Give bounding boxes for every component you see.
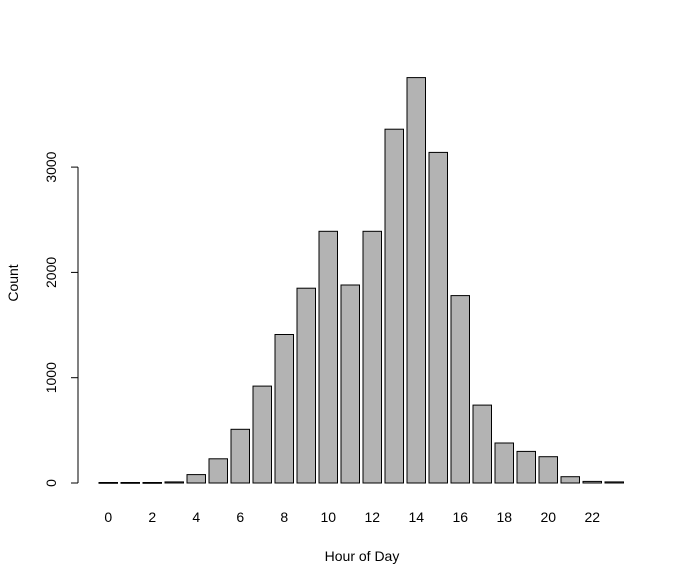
x-tick-label-8: 8 (280, 509, 288, 525)
x-axis-label: Hour of Day (325, 548, 400, 564)
bar-hour-10 (318, 230, 338, 484)
bars-group (98, 77, 624, 484)
bar-hour-14 (406, 77, 426, 484)
bar-hour-15 (428, 151, 448, 484)
bar-hour-12 (362, 230, 382, 484)
x-tick-label-16: 16 (453, 509, 469, 525)
x-tick-label-6: 6 (236, 509, 244, 525)
x-tick-labels: 0 2 4 6 8 10 12 14 16 18 20 22 (104, 509, 600, 525)
y-tick-label-0: 0 (43, 479, 59, 487)
bar-hour-3 (164, 481, 184, 484)
x-tick-label-14: 14 (409, 509, 425, 525)
x-tick-label-4: 4 (192, 509, 200, 525)
x-tick-label-18: 18 (497, 509, 513, 525)
y-tick-label-2000: 2000 (43, 257, 59, 288)
bar-hour-6 (230, 428, 250, 484)
bar-hour-5 (208, 458, 228, 484)
bar-hour-4 (186, 474, 206, 484)
bar-hour-2 (142, 482, 162, 484)
x-tick-label-12: 12 (365, 509, 381, 525)
bar-hour-9 (296, 287, 316, 484)
bar-hour-11 (340, 284, 360, 484)
bar-hour-19 (516, 450, 536, 484)
y-tick-label-3000: 3000 (43, 151, 59, 182)
bar-hour-18 (494, 442, 514, 484)
x-tick-label-20: 20 (541, 509, 557, 525)
y-tick-label-1000: 1000 (43, 362, 59, 393)
bar-hour-17 (472, 404, 492, 484)
y-axis: 0 1000 2000 3000 (43, 151, 79, 487)
bar-hour-20 (538, 456, 558, 484)
bar-hour-23 (604, 481, 624, 484)
bar-hour-8 (274, 334, 294, 484)
bar-hour-13 (384, 128, 404, 484)
y-axis-label: Count (5, 264, 21, 301)
bar-hour-7 (252, 385, 272, 484)
x-tick-label-0: 0 (104, 509, 112, 525)
x-tick-label-10: 10 (321, 509, 337, 525)
x-tick-label-2: 2 (148, 509, 156, 525)
bar-hour-0 (98, 482, 118, 484)
bar-hour-1 (120, 482, 140, 484)
bar-hour-21 (560, 476, 580, 484)
x-tick-label-22: 22 (585, 509, 601, 525)
bar-hour-16 (450, 295, 470, 484)
bar-hour-22 (582, 480, 602, 484)
